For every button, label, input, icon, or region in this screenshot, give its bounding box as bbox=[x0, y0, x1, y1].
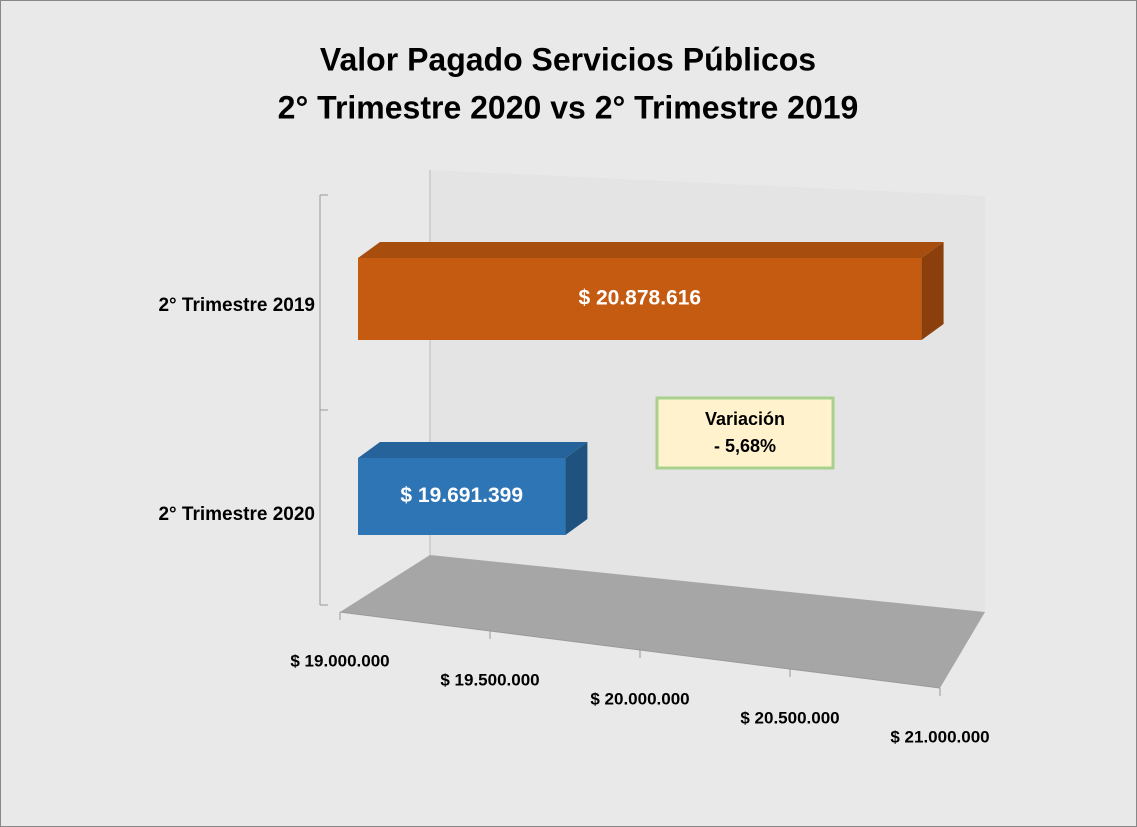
x-tick-label: $ 20.500.000 bbox=[740, 708, 839, 727]
y-tick-label: 2° Trimestre 2019 bbox=[158, 295, 315, 316]
bar bbox=[358, 458, 566, 535]
value-label: $ 20.878.616 bbox=[578, 287, 701, 310]
y-tick-label: 2° Trimestre 2020 bbox=[158, 504, 315, 525]
chart-title: 2° Trimestre 2020 vs 2° Trimestre 2019 bbox=[278, 89, 859, 125]
back-wall bbox=[430, 170, 985, 612]
bar bbox=[358, 258, 922, 340]
annotation: - 5,68% bbox=[714, 436, 776, 456]
bar-side bbox=[565, 442, 588, 535]
bar-top bbox=[358, 242, 944, 258]
x-tick-label: $ 19.500.000 bbox=[440, 670, 539, 689]
x-tick-label: $ 21.000.000 bbox=[890, 727, 989, 746]
bar-top bbox=[358, 442, 588, 458]
floor bbox=[340, 555, 985, 688]
x-tick-label: $ 20.000.000 bbox=[590, 689, 689, 708]
chart-title: Valor Pagado Servicios Públicos bbox=[320, 41, 816, 77]
x-tick-label: $ 19.000.000 bbox=[290, 651, 389, 670]
bar-side bbox=[921, 242, 944, 340]
annotation-box bbox=[655, 396, 835, 470]
value-label: $ 19.691.399 bbox=[400, 484, 523, 507]
annotation: Variación bbox=[705, 409, 785, 429]
